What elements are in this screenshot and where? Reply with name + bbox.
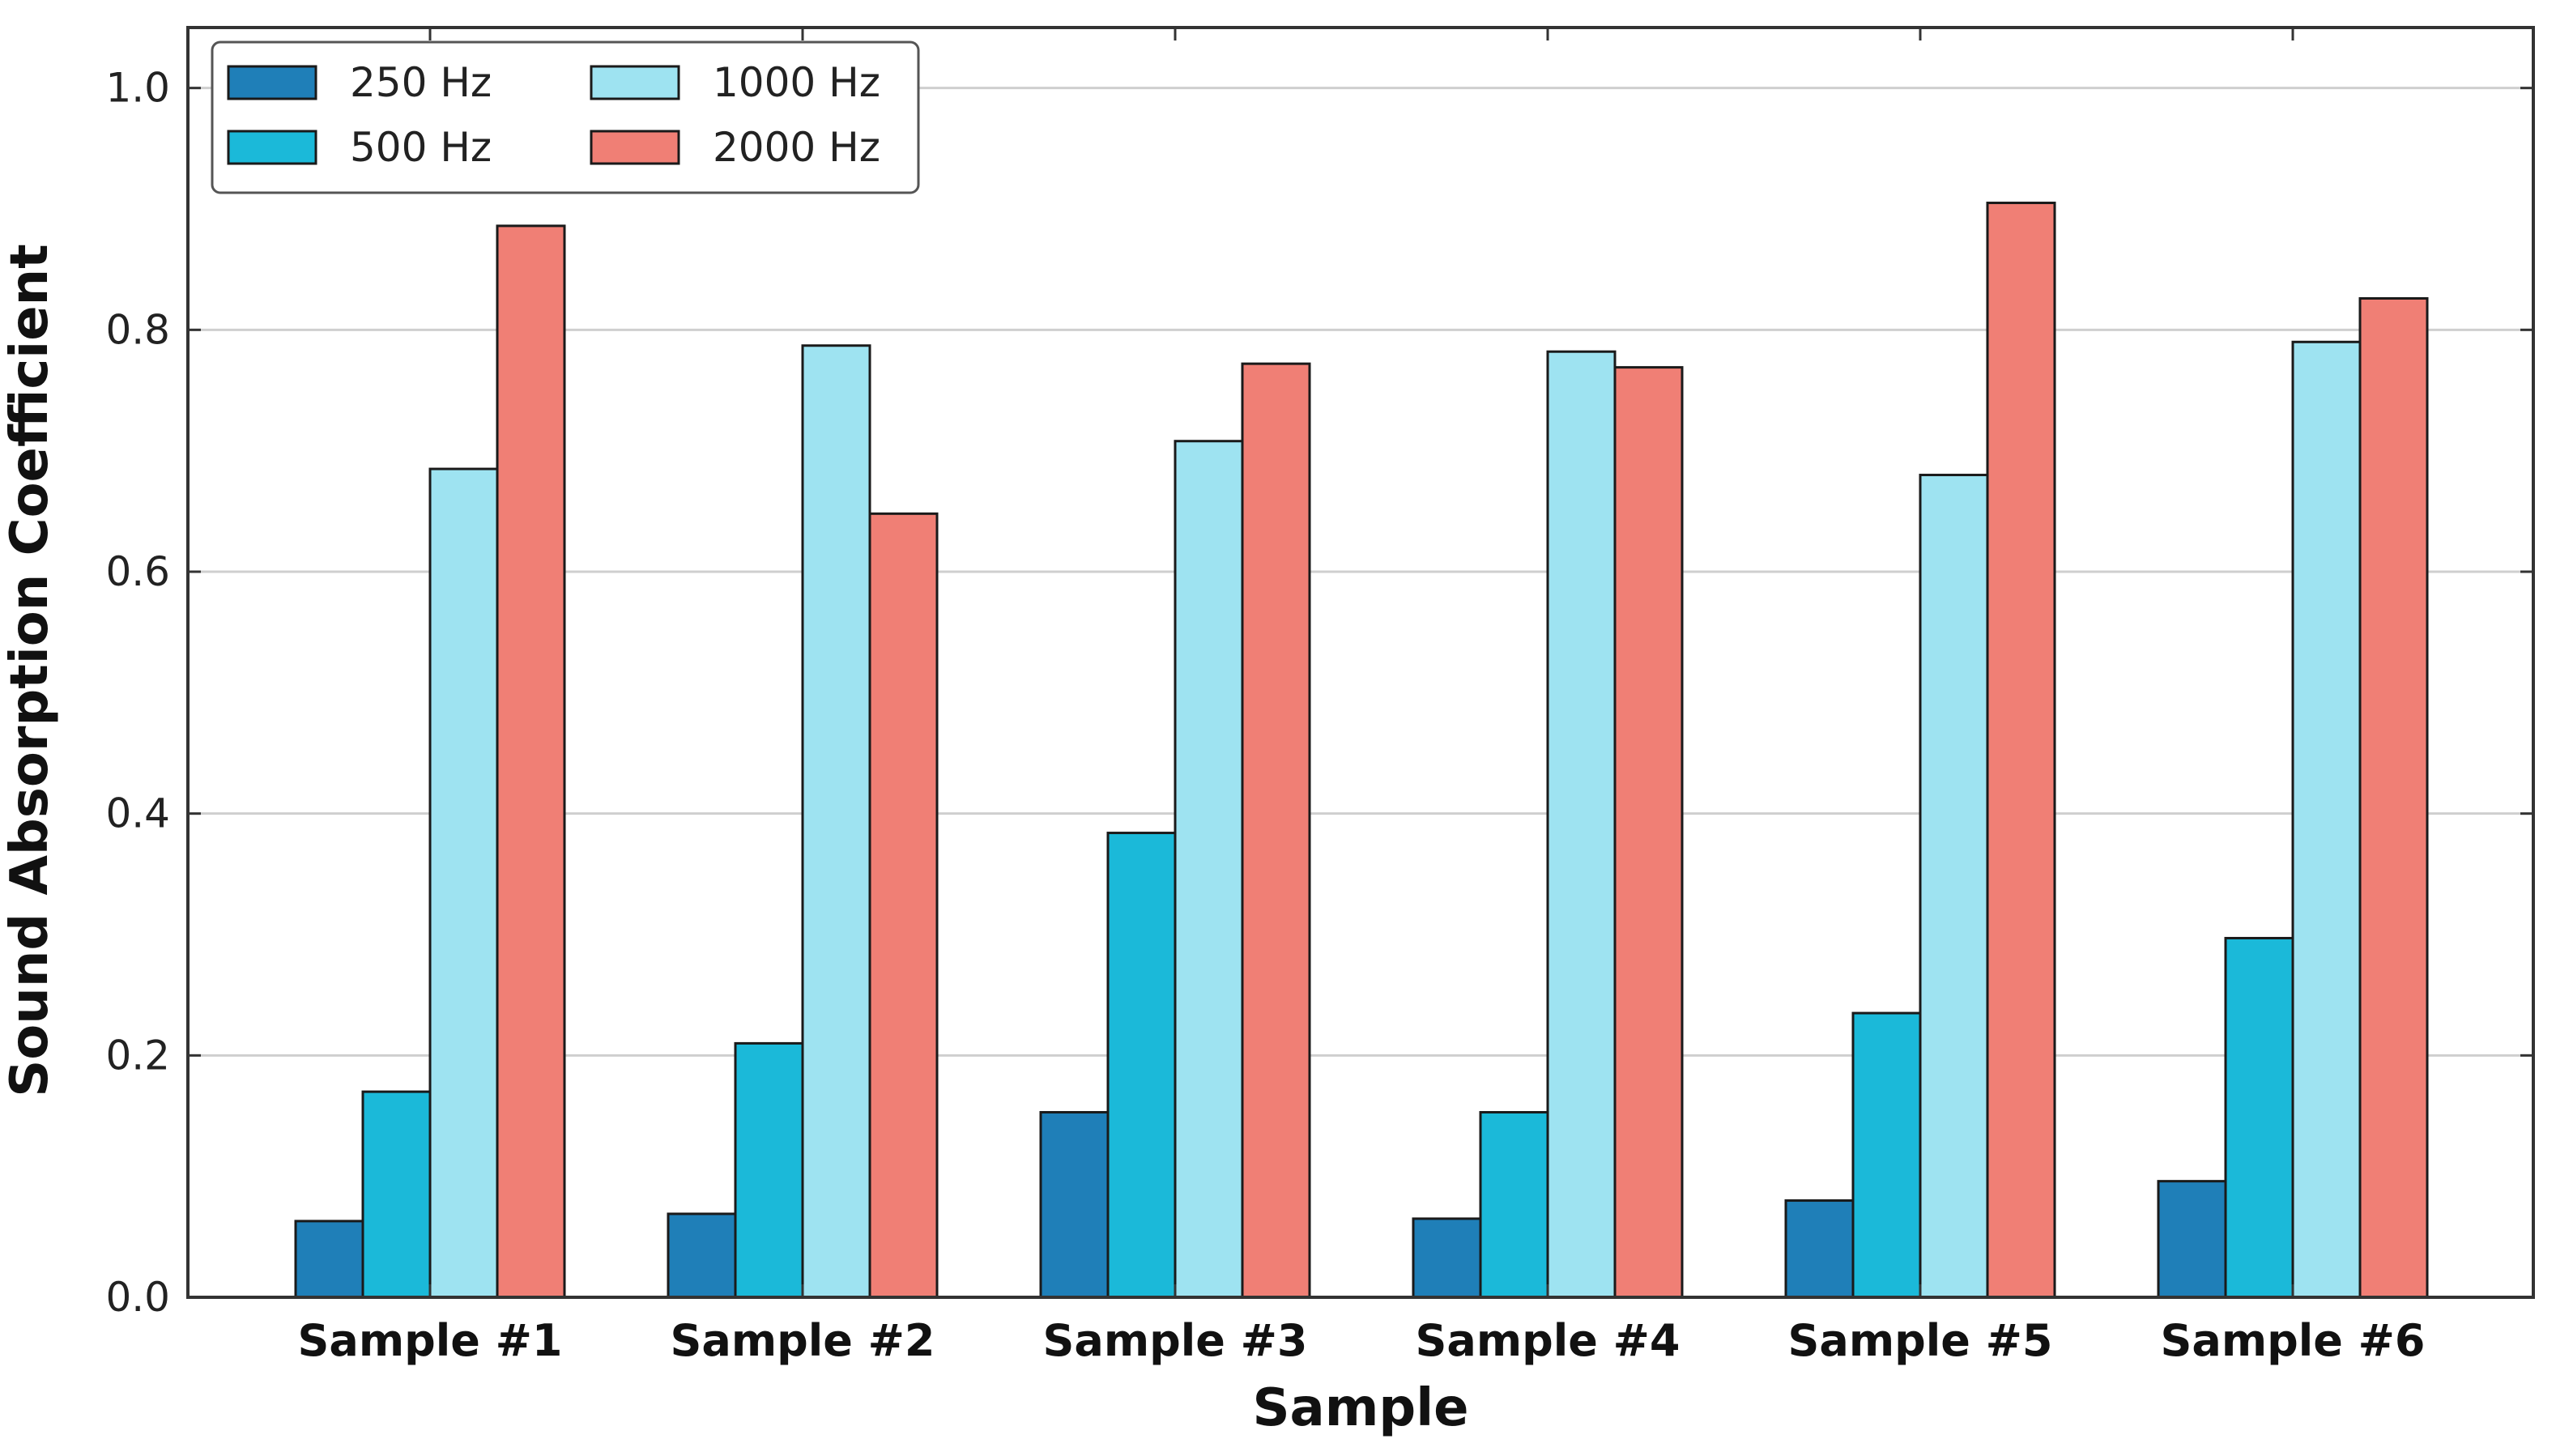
bar-2000hz-sample-1 bbox=[496, 224, 566, 1299]
bar-250hz-sample-1 bbox=[294, 1220, 364, 1299]
bar-2000hz-sample-6 bbox=[2358, 297, 2429, 1299]
bar-500hz-sample-4 bbox=[1479, 1111, 1549, 1299]
x-category-label: Sample #2 bbox=[670, 1315, 935, 1366]
y-tick-label: 0.4 bbox=[105, 790, 170, 837]
bar-250hz-sample-4 bbox=[1412, 1217, 1482, 1299]
bar-2000hz-sample-4 bbox=[1613, 366, 1684, 1299]
x-category-label: Sample #3 bbox=[1042, 1315, 1307, 1366]
bar-1000hz-sample-6 bbox=[2291, 340, 2362, 1299]
legend-swatch bbox=[227, 130, 317, 165]
bar-1000hz-sample-1 bbox=[428, 467, 499, 1299]
x-axis-title: Sample bbox=[1252, 1378, 1468, 1438]
bar-1000hz-sample-2 bbox=[801, 344, 871, 1299]
bar-1000hz-sample-3 bbox=[1174, 440, 1244, 1299]
legend-swatch bbox=[590, 65, 680, 100]
bar-250hz-sample-3 bbox=[1039, 1111, 1110, 1299]
bar-1000hz-sample-4 bbox=[1546, 350, 1617, 1299]
x-category-label: Sample #1 bbox=[297, 1315, 562, 1366]
y-axis-ticks: 0.0 0.2 0.4 0.6 0.8 1.0 bbox=[105, 65, 2533, 1321]
bar-500hz-sample-3 bbox=[1106, 832, 1177, 1299]
x-category-label: Sample #4 bbox=[1415, 1315, 1680, 1366]
y-tick-label: 0.6 bbox=[105, 548, 170, 595]
bar-2000hz-sample-5 bbox=[1986, 202, 2056, 1299]
bar-1000hz-sample-5 bbox=[1919, 474, 1989, 1299]
legend-swatch bbox=[590, 130, 680, 165]
bar-2000hz-sample-3 bbox=[1241, 362, 1311, 1299]
bar-2000hz-sample-2 bbox=[868, 512, 939, 1299]
x-category-label: Sample #6 bbox=[2160, 1315, 2425, 1366]
legend-label: 250 Hz bbox=[350, 59, 492, 106]
bar-250hz-sample-6 bbox=[2157, 1180, 2227, 1299]
bar-500hz-sample-5 bbox=[1851, 1011, 1922, 1299]
bar-500hz-sample-2 bbox=[734, 1041, 804, 1299]
y-tick-label: 0.0 bbox=[105, 1274, 170, 1321]
y-tick-label: 0.8 bbox=[105, 306, 170, 353]
y-axis-title: Sound Absorption Coefficient bbox=[0, 244, 60, 1097]
y-tick-label: 1.0 bbox=[105, 65, 170, 112]
y-tick-label: 0.2 bbox=[105, 1032, 170, 1079]
legend-label: 500 Hz bbox=[350, 124, 492, 171]
legend: 250 Hz 500 Hz 1000 Hz 2000 Hz bbox=[211, 40, 920, 194]
x-axis-categories: Sample #1 Sample #2 Sample #3 Sample #4 Samp… bbox=[297, 28, 2426, 1366]
bar-250hz-sample-5 bbox=[1784, 1199, 1855, 1299]
bar-250hz-sample-2 bbox=[667, 1212, 737, 1299]
bar-500hz-sample-6 bbox=[2224, 936, 2294, 1299]
plot-frame bbox=[186, 26, 2535, 1299]
bars bbox=[294, 202, 2429, 1299]
x-category-label: Sample #5 bbox=[1787, 1315, 2052, 1366]
bar-500hz-sample-1 bbox=[361, 1090, 432, 1299]
legend-label: 2000 Hz bbox=[713, 124, 880, 171]
legend-label: 1000 Hz bbox=[713, 59, 880, 106]
legend-box bbox=[211, 40, 920, 194]
legend-swatch bbox=[227, 65, 317, 100]
